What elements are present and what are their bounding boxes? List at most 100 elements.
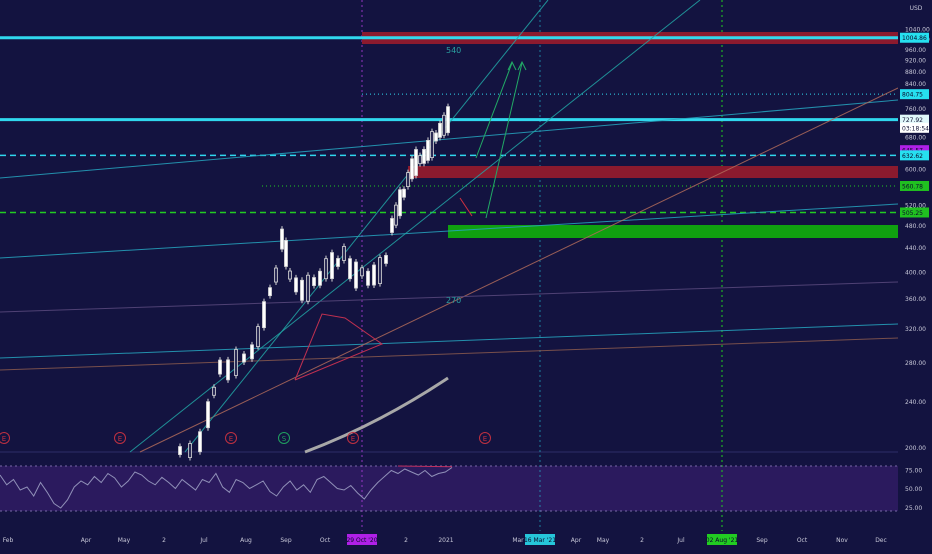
candle-body	[430, 131, 434, 158]
price-label-text: 727.92	[902, 117, 923, 124]
event-marker[interactable]: E	[225, 432, 237, 444]
candle-body	[384, 255, 388, 264]
event-marker-label: E	[2, 435, 6, 443]
price-label-text: 632.62	[902, 153, 923, 160]
price-label-text: 505.25	[902, 210, 923, 217]
candle-body	[372, 264, 376, 286]
price-label-text: 560.78	[902, 183, 923, 190]
time-tick-label: Jul	[676, 537, 685, 544]
time-tick-label: Aug	[240, 537, 252, 544]
projection-arrow-1	[475, 62, 513, 159]
time-tick-label: May	[118, 537, 131, 544]
event-marker[interactable]: S	[278, 432, 290, 444]
arrowhead-2	[517, 60, 527, 71]
time-highlight-label[interactable]: 02 Aug '21	[706, 534, 739, 545]
candle-body	[288, 270, 292, 280]
candle-body	[206, 401, 210, 429]
time-highlight-text: 16 Mar '21	[524, 537, 556, 544]
candle-body	[262, 301, 266, 329]
event-marker[interactable]: E	[347, 432, 359, 444]
time-tick-label: Apr	[81, 537, 92, 544]
time-tick-label: Feb	[3, 537, 14, 544]
event-marker-circle	[114, 432, 126, 444]
time-tick-label: 2	[404, 537, 408, 544]
price-label[interactable]: 560.78	[900, 180, 929, 191]
price-label-bg	[900, 207, 929, 218]
event-marker-circle	[0, 432, 10, 444]
candle-body	[422, 148, 426, 164]
candle-body	[284, 240, 288, 267]
time-highlight-label[interactable]: 29 Oct '20	[346, 534, 378, 545]
price-label-bg	[900, 122, 929, 133]
event-marker-label: S	[282, 435, 287, 443]
rsi-tick-label: 50.00	[905, 486, 922, 493]
price-tick-label: 920.00	[905, 58, 926, 65]
price-label-bg	[900, 180, 929, 191]
trendline-brown-diag	[139, 87, 899, 453]
time-tick-label: 2	[640, 537, 644, 544]
time-highlight-bg	[525, 534, 555, 545]
candle-body	[366, 270, 370, 286]
price-label-text: 03:18:54	[902, 125, 929, 132]
event-marker-circle	[347, 432, 359, 444]
time-highlight-text: 29 Oct '20	[346, 537, 377, 544]
candle-body	[354, 261, 358, 289]
time-highlight-text: 02 Aug '21	[706, 537, 739, 544]
price-tick-label: 440.00	[905, 245, 926, 252]
price-tick-label: 360.00	[905, 296, 926, 303]
candlestick-series	[178, 103, 450, 461]
candle-body	[378, 257, 382, 284]
candle-body	[348, 258, 352, 280]
candle-body	[446, 106, 450, 134]
rsi-divergence-line	[397, 465, 453, 468]
price-tick-label: 520.00	[905, 203, 926, 210]
price-label[interactable]: 804.75	[900, 89, 929, 100]
rsi-band	[0, 466, 898, 511]
time-axis[interactable]: Feb Apr May 2 Jul Aug Sep Oct 2 2021 Mar Apr May 2 Jul…	[0, 531, 932, 550]
trendline-upper	[0, 99, 899, 179]
currency-label: USD	[910, 5, 923, 12]
event-marker[interactable]: E	[114, 432, 126, 444]
annotation-label: 270	[446, 296, 461, 305]
annotation-label: 540	[446, 46, 461, 55]
time-tick-label: 2021	[438, 537, 453, 544]
price-tick-label: 480.00	[905, 223, 926, 230]
price-axis[interactable]: USD1040.001000.00960.00920.00880.00840.0…	[898, 0, 932, 531]
candle-body	[226, 359, 230, 381]
rsi-tick-label: 75.00	[905, 467, 922, 474]
event-marker-circle	[278, 432, 290, 444]
price-label-bg	[900, 114, 929, 125]
price-tick-label: 600.00	[905, 166, 926, 173]
candle-body	[218, 359, 222, 375]
time-highlight-label[interactable]: 16 Mar '21	[524, 534, 556, 545]
price-label[interactable]: 03:18:54	[900, 122, 929, 133]
trendline-brown-low	[0, 337, 899, 371]
candle-body	[212, 386, 216, 396]
trendline-faint	[0, 281, 899, 313]
event-marker[interactable]: E	[479, 432, 491, 444]
candle-body	[188, 443, 192, 458]
event-marker-label: E	[351, 435, 355, 443]
price-tick-label: 400.00	[905, 269, 926, 276]
price-label[interactable]: 727.92	[900, 114, 929, 125]
time-axis-bg	[0, 531, 932, 550]
price-tick-label: 880.00	[905, 69, 926, 76]
event-marker[interactable]: E	[0, 432, 10, 444]
candle-body	[242, 353, 246, 363]
candle-body	[434, 132, 438, 142]
price-axis-bg	[898, 0, 932, 531]
price-tick-label: 960.00	[905, 47, 926, 54]
time-tick-label: Sep	[756, 537, 768, 544]
resistance-zone-mid	[408, 166, 898, 178]
price-label[interactable]: 1004.86	[900, 32, 929, 43]
candle-body	[274, 267, 278, 283]
time-tick-label: Oct	[320, 537, 331, 544]
price-label[interactable]: 632.62	[900, 150, 929, 161]
price-tick-label: 840.00	[905, 81, 926, 88]
candle-body	[342, 246, 346, 261]
candle-body	[390, 218, 394, 233]
price-label[interactable]: 505.25	[900, 207, 929, 218]
time-tick-label: Dec	[875, 537, 887, 544]
